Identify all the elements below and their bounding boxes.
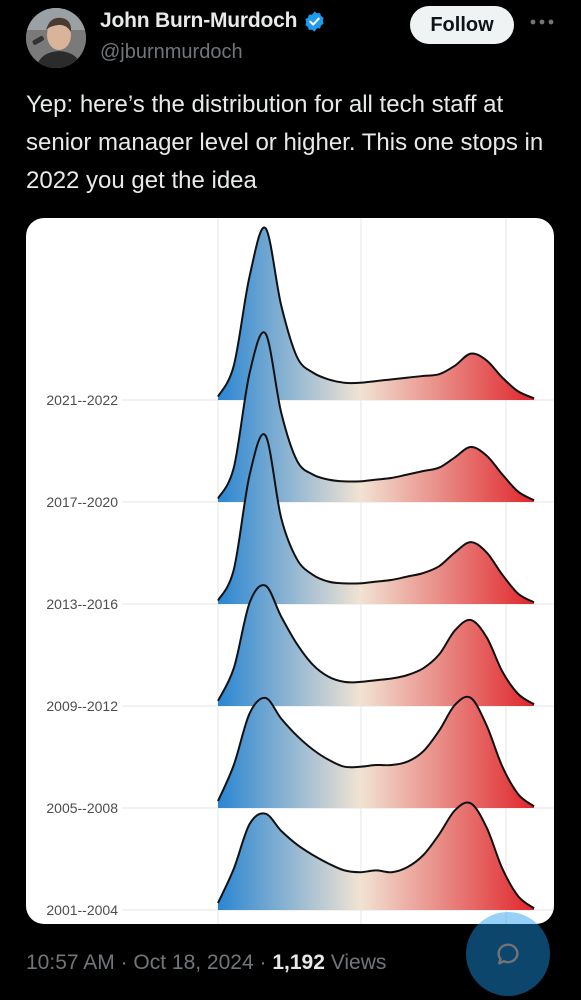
y-tick-label: 2013--2016 [46,596,118,612]
ridge-outline [217,801,535,910]
tweet-media-chart[interactable]: 2021--2022 2017--2020 2013--2016 2009--2012… [26,218,554,924]
author-avatar[interactable] [26,8,86,68]
verified-badge-icon [305,10,324,32]
ridge-series-2017--2020 [217,331,535,502]
tweet-time[interactable]: 10:57 AM [26,951,115,974]
more-icon[interactable] [526,10,558,34]
views-count: 1,192 [272,951,325,974]
reply-bubble-icon [497,943,519,965]
ridge-outline [217,584,535,706]
ridge-outline [217,226,535,400]
ridge-outline [217,695,535,808]
author-name-row: John Burn-Murdoch [100,9,326,33]
ridge-series-2009--2012 [217,584,535,706]
ridge-series-2001--2004 [217,801,535,910]
tweet-meta: 10:57 AM · Oct 18, 2024 · 1,192 Views [26,951,386,975]
ridgeline-chart: 2021--2022 2017--2020 2013--2016 2009--2012… [46,218,554,924]
ridge-area [218,434,534,604]
tweet-text: Yep: here’s the distribution for all tec… [26,91,544,194]
tweet-date[interactable]: Oct 18, 2024 [133,951,254,974]
author-handle[interactable]: @jburnmurdoch [100,41,243,63]
chart-tick-labels: 2021--2022 2017--2020 2013--2016 2009--2012… [46,392,118,918]
y-tick-label: 2001--2004 [46,902,118,918]
reply-button[interactable] [466,912,550,996]
y-tick-label: 2021--2022 [46,392,118,408]
ridge-outline [217,331,535,502]
y-tick-label: 2017--2020 [46,494,118,510]
y-tick-label: 2005--2008 [46,800,118,816]
author-display-name[interactable]: John Burn-Murdoch [100,9,298,32]
chart-ridges [217,226,535,910]
tweet-header: John Burn-Murdoch @jburnmurdoch Follow [0,0,581,80]
meta-separator: · [114,951,134,974]
ridge-outline [217,433,535,604]
follow-button[interactable]: Follow [410,6,514,44]
ridge-area [218,332,534,502]
views-label: Views [324,951,387,974]
ridge-series-2013--2016 [217,433,535,604]
y-tick-label: 2009--2012 [46,698,118,714]
ridge-area [218,696,534,808]
meta-separator: · [253,951,273,974]
person-avatar-icon [26,8,86,68]
ridge-area [218,585,534,706]
ridge-area [218,802,534,910]
ridge-series-2005--2008 [217,695,535,808]
